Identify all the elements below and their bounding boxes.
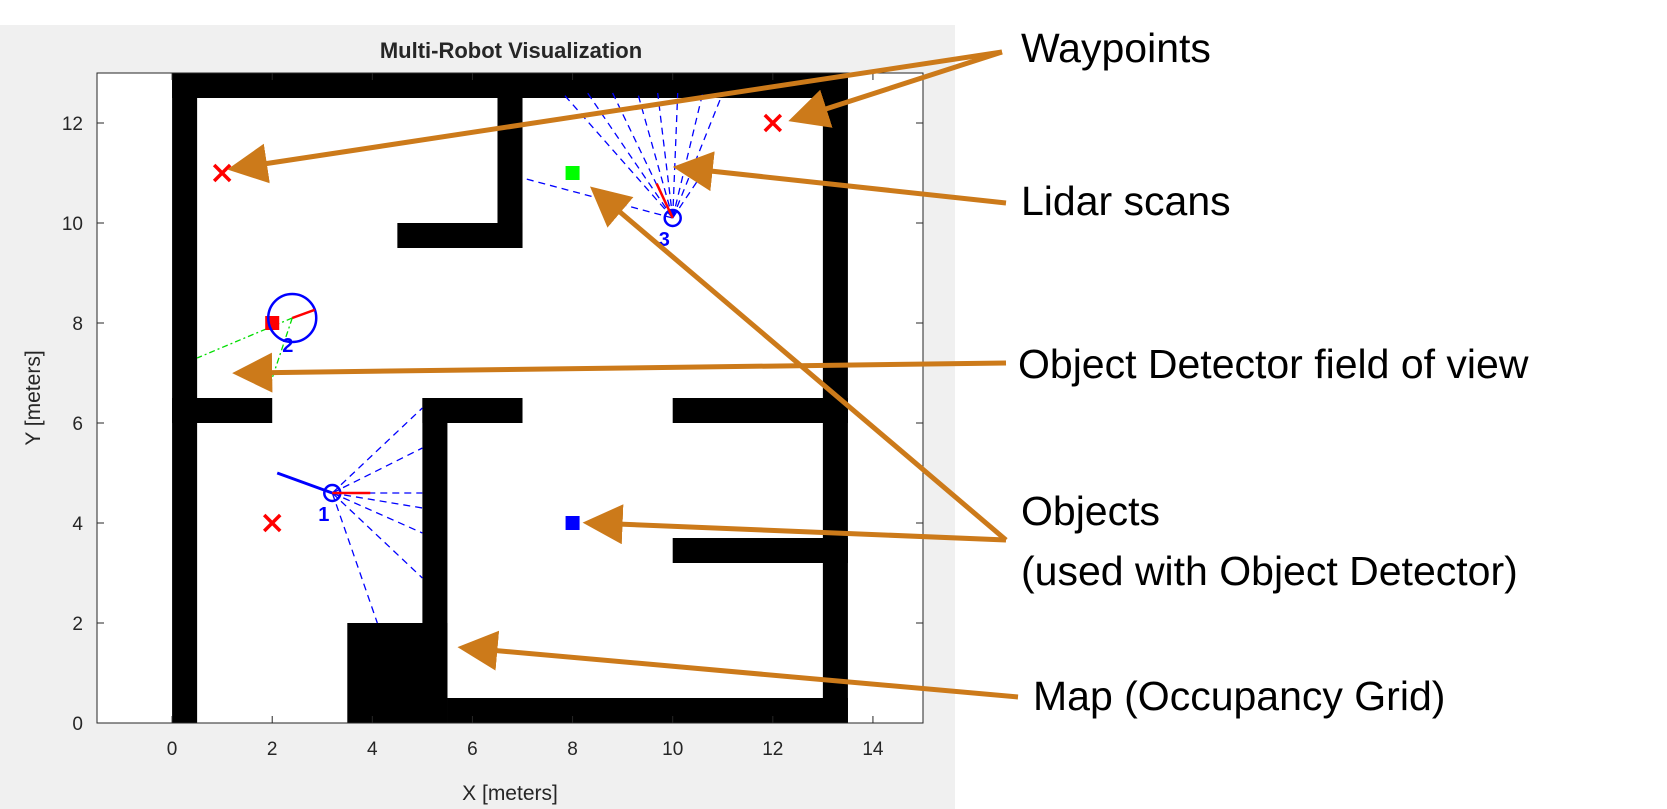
x-axis-ticks: 0 2 4 6 8 10 12 14 xyxy=(167,73,884,760)
callout-arrow xyxy=(589,186,1008,542)
callout-arrow xyxy=(227,49,1003,184)
x-tick-label: 2 xyxy=(267,739,278,760)
callout-label: Object Detector field of view xyxy=(1018,341,1529,387)
lidar-scans xyxy=(331,92,724,624)
lidar-ray xyxy=(331,492,378,624)
waypoint-marker xyxy=(763,113,783,133)
x-tick-label: 12 xyxy=(762,739,783,760)
y-axis-label: Y [meters] xyxy=(22,350,45,445)
robot-body xyxy=(266,292,318,344)
lidar-ray xyxy=(331,492,423,579)
x-tick-label: 0 xyxy=(167,739,178,760)
robot-body xyxy=(663,208,682,228)
map-wall xyxy=(672,538,848,563)
y-tick-label: 12 xyxy=(62,114,83,135)
y-tick-label: 10 xyxy=(62,214,83,235)
lidar-ray xyxy=(672,92,724,219)
callout-arrow xyxy=(232,352,1007,393)
y-tick-label: 0 xyxy=(72,714,83,735)
robot-label: 3 xyxy=(659,229,670,251)
callout-label-line2: (used with Object Detector) xyxy=(1021,548,1518,594)
map-wall xyxy=(447,698,848,723)
callout-label: Lidar scans xyxy=(1021,178,1231,224)
robot-path xyxy=(276,471,333,495)
callout-arrow xyxy=(672,151,1007,206)
callouts: Waypoints Lidar scans Object Detector fiel… xyxy=(227,25,1529,719)
lidar-ray xyxy=(637,92,674,219)
callout-arrow xyxy=(788,49,1003,128)
lidar-ray xyxy=(332,492,423,534)
y-tick-label: 6 xyxy=(72,414,83,435)
map-wall xyxy=(672,398,848,423)
robot-heading xyxy=(655,183,674,219)
x-tick-label: 6 xyxy=(467,739,478,760)
y-tick-label: 8 xyxy=(72,314,83,335)
robot-heading xyxy=(291,308,316,320)
callout-arrow xyxy=(582,504,1007,545)
map-wall xyxy=(422,398,523,423)
lidar-ray xyxy=(331,407,423,494)
object-marker xyxy=(565,516,580,530)
callout-label: Objects xyxy=(1021,488,1160,534)
y-tick-label: 2 xyxy=(72,614,83,635)
x-tick-label: 14 xyxy=(862,739,884,760)
robot-label: 1 xyxy=(318,504,329,526)
waypoint-marker xyxy=(262,513,282,533)
callout-label: Map (Occupancy Grid) xyxy=(1033,673,1445,719)
map-wall xyxy=(172,398,273,423)
map-wall xyxy=(497,73,523,248)
axes-box xyxy=(96,72,924,724)
x-axis-label: X [meters] xyxy=(462,782,558,805)
robot-label: 2 xyxy=(282,335,293,357)
map-wall xyxy=(397,223,523,248)
callout-label: Waypoints xyxy=(1021,25,1211,71)
lidar-ray xyxy=(331,447,423,494)
map-wall xyxy=(422,398,448,723)
x-tick-label: 10 xyxy=(662,739,683,760)
robots: 1 2 3 xyxy=(266,183,682,526)
x-tick-label: 8 xyxy=(567,739,578,760)
x-tick-label: 4 xyxy=(367,739,378,760)
lidar-ray xyxy=(657,92,674,219)
object-marker xyxy=(565,166,580,180)
callout-arrow xyxy=(457,630,1019,700)
lidar-ray xyxy=(332,492,423,509)
y-tick-label: 4 xyxy=(72,514,83,535)
plot-title: Multi-Robot Visualization xyxy=(380,38,642,63)
